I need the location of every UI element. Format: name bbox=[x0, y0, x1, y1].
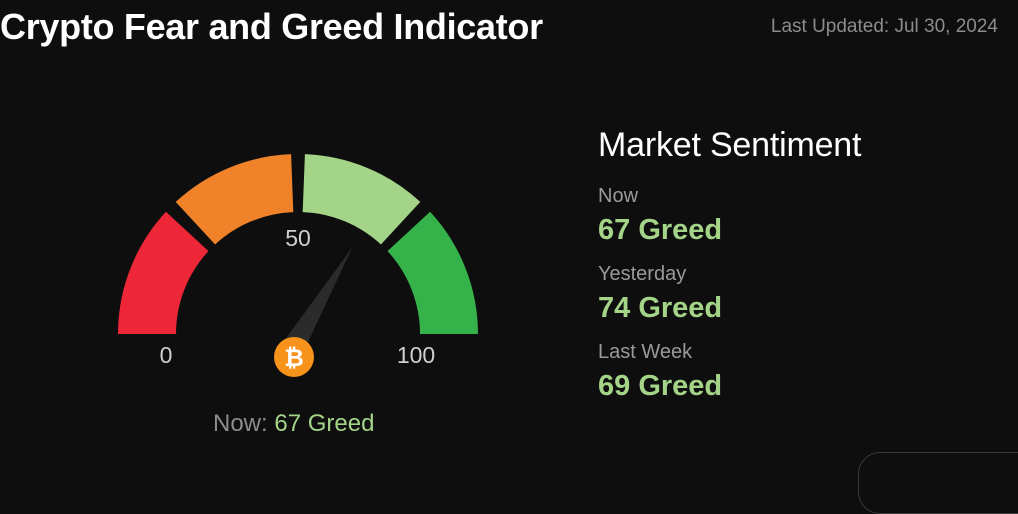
period-value: 69 Greed bbox=[598, 370, 723, 402]
sentiment-row-last-week: Last Week 69 Greed bbox=[598, 341, 998, 403]
coin-circle bbox=[274, 337, 314, 377]
gauge-segment-fear bbox=[175, 154, 294, 245]
sentiment-row-now: Now 67 Greed bbox=[598, 185, 998, 247]
bitcoin-symbol: ₿ bbox=[284, 344, 304, 372]
period-label: Yesterday bbox=[598, 263, 687, 285]
now-value: 67 Greed bbox=[274, 410, 375, 437]
now-label: Now: bbox=[213, 410, 268, 437]
sentiment-row-yesterday: Yesterday 74 Greed bbox=[598, 263, 998, 325]
sentiment-heading: Market Sentiment bbox=[598, 126, 862, 164]
page-title: Crypto Fear and Greed Indicator bbox=[0, 6, 543, 47]
gauge-now-readout: Now: 67 Greed bbox=[213, 410, 374, 438]
market-sentiment-panel: Market Sentiment Now 67 Greed Yesterday … bbox=[598, 126, 998, 419]
period-label: Last Week bbox=[598, 341, 693, 363]
gauge-segment-extreme-fear bbox=[118, 211, 209, 334]
gauge-label-min: 0 bbox=[160, 342, 173, 368]
gauge-segment-extreme-greed bbox=[387, 211, 478, 334]
period-label: Now bbox=[598, 185, 639, 207]
gauge-needle bbox=[284, 247, 353, 352]
gauge-segment-greed bbox=[302, 154, 421, 245]
gauge-label-max: 100 bbox=[397, 342, 435, 368]
last-updated-text: Last Updated: Jul 30, 2024 bbox=[770, 16, 998, 37]
period-value: 67 Greed bbox=[598, 214, 723, 246]
period-value: 74 Greed bbox=[598, 292, 723, 324]
gauge-label-mid: 50 bbox=[285, 225, 311, 251]
fear-greed-gauge: 0 50 100 ₿ bbox=[118, 154, 478, 377]
bitcoin-icon: ₿ bbox=[274, 337, 314, 377]
chat-widget-edge[interactable] bbox=[858, 452, 1018, 514]
